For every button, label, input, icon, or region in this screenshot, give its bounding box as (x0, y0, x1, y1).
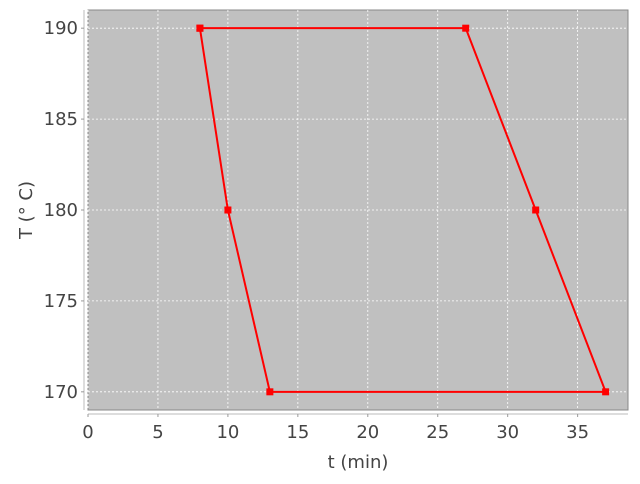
data-point (196, 24, 204, 32)
data-point (462, 24, 470, 32)
x-tick-label: 15 (286, 422, 309, 443)
axes: 0 5 10 15 20 25 30 35 170 175 180 185 190 (44, 10, 628, 443)
x-tick-label: 30 (496, 422, 519, 443)
data-point (602, 388, 610, 396)
y-tick-label: 170 (44, 382, 78, 403)
x-tick-label: 10 (216, 422, 239, 443)
data-point (224, 206, 232, 214)
series (196, 24, 610, 396)
y-tick-label: 185 (44, 109, 78, 130)
data-point (266, 388, 274, 396)
y-axis-label: T (° C) (16, 181, 37, 240)
y-tick-label: 175 (44, 291, 78, 312)
x-tick-label: 35 (566, 422, 589, 443)
x-tick-label: 20 (356, 422, 379, 443)
y-tick-label: 190 (44, 18, 78, 39)
x-tick-label: 5 (152, 422, 163, 443)
x-tick-label: 25 (426, 422, 449, 443)
data-point (532, 206, 540, 214)
y-tick-label: 180 (44, 200, 78, 221)
x-tick-label: 0 (82, 422, 93, 443)
x-axis-label: t (min) (328, 452, 389, 473)
